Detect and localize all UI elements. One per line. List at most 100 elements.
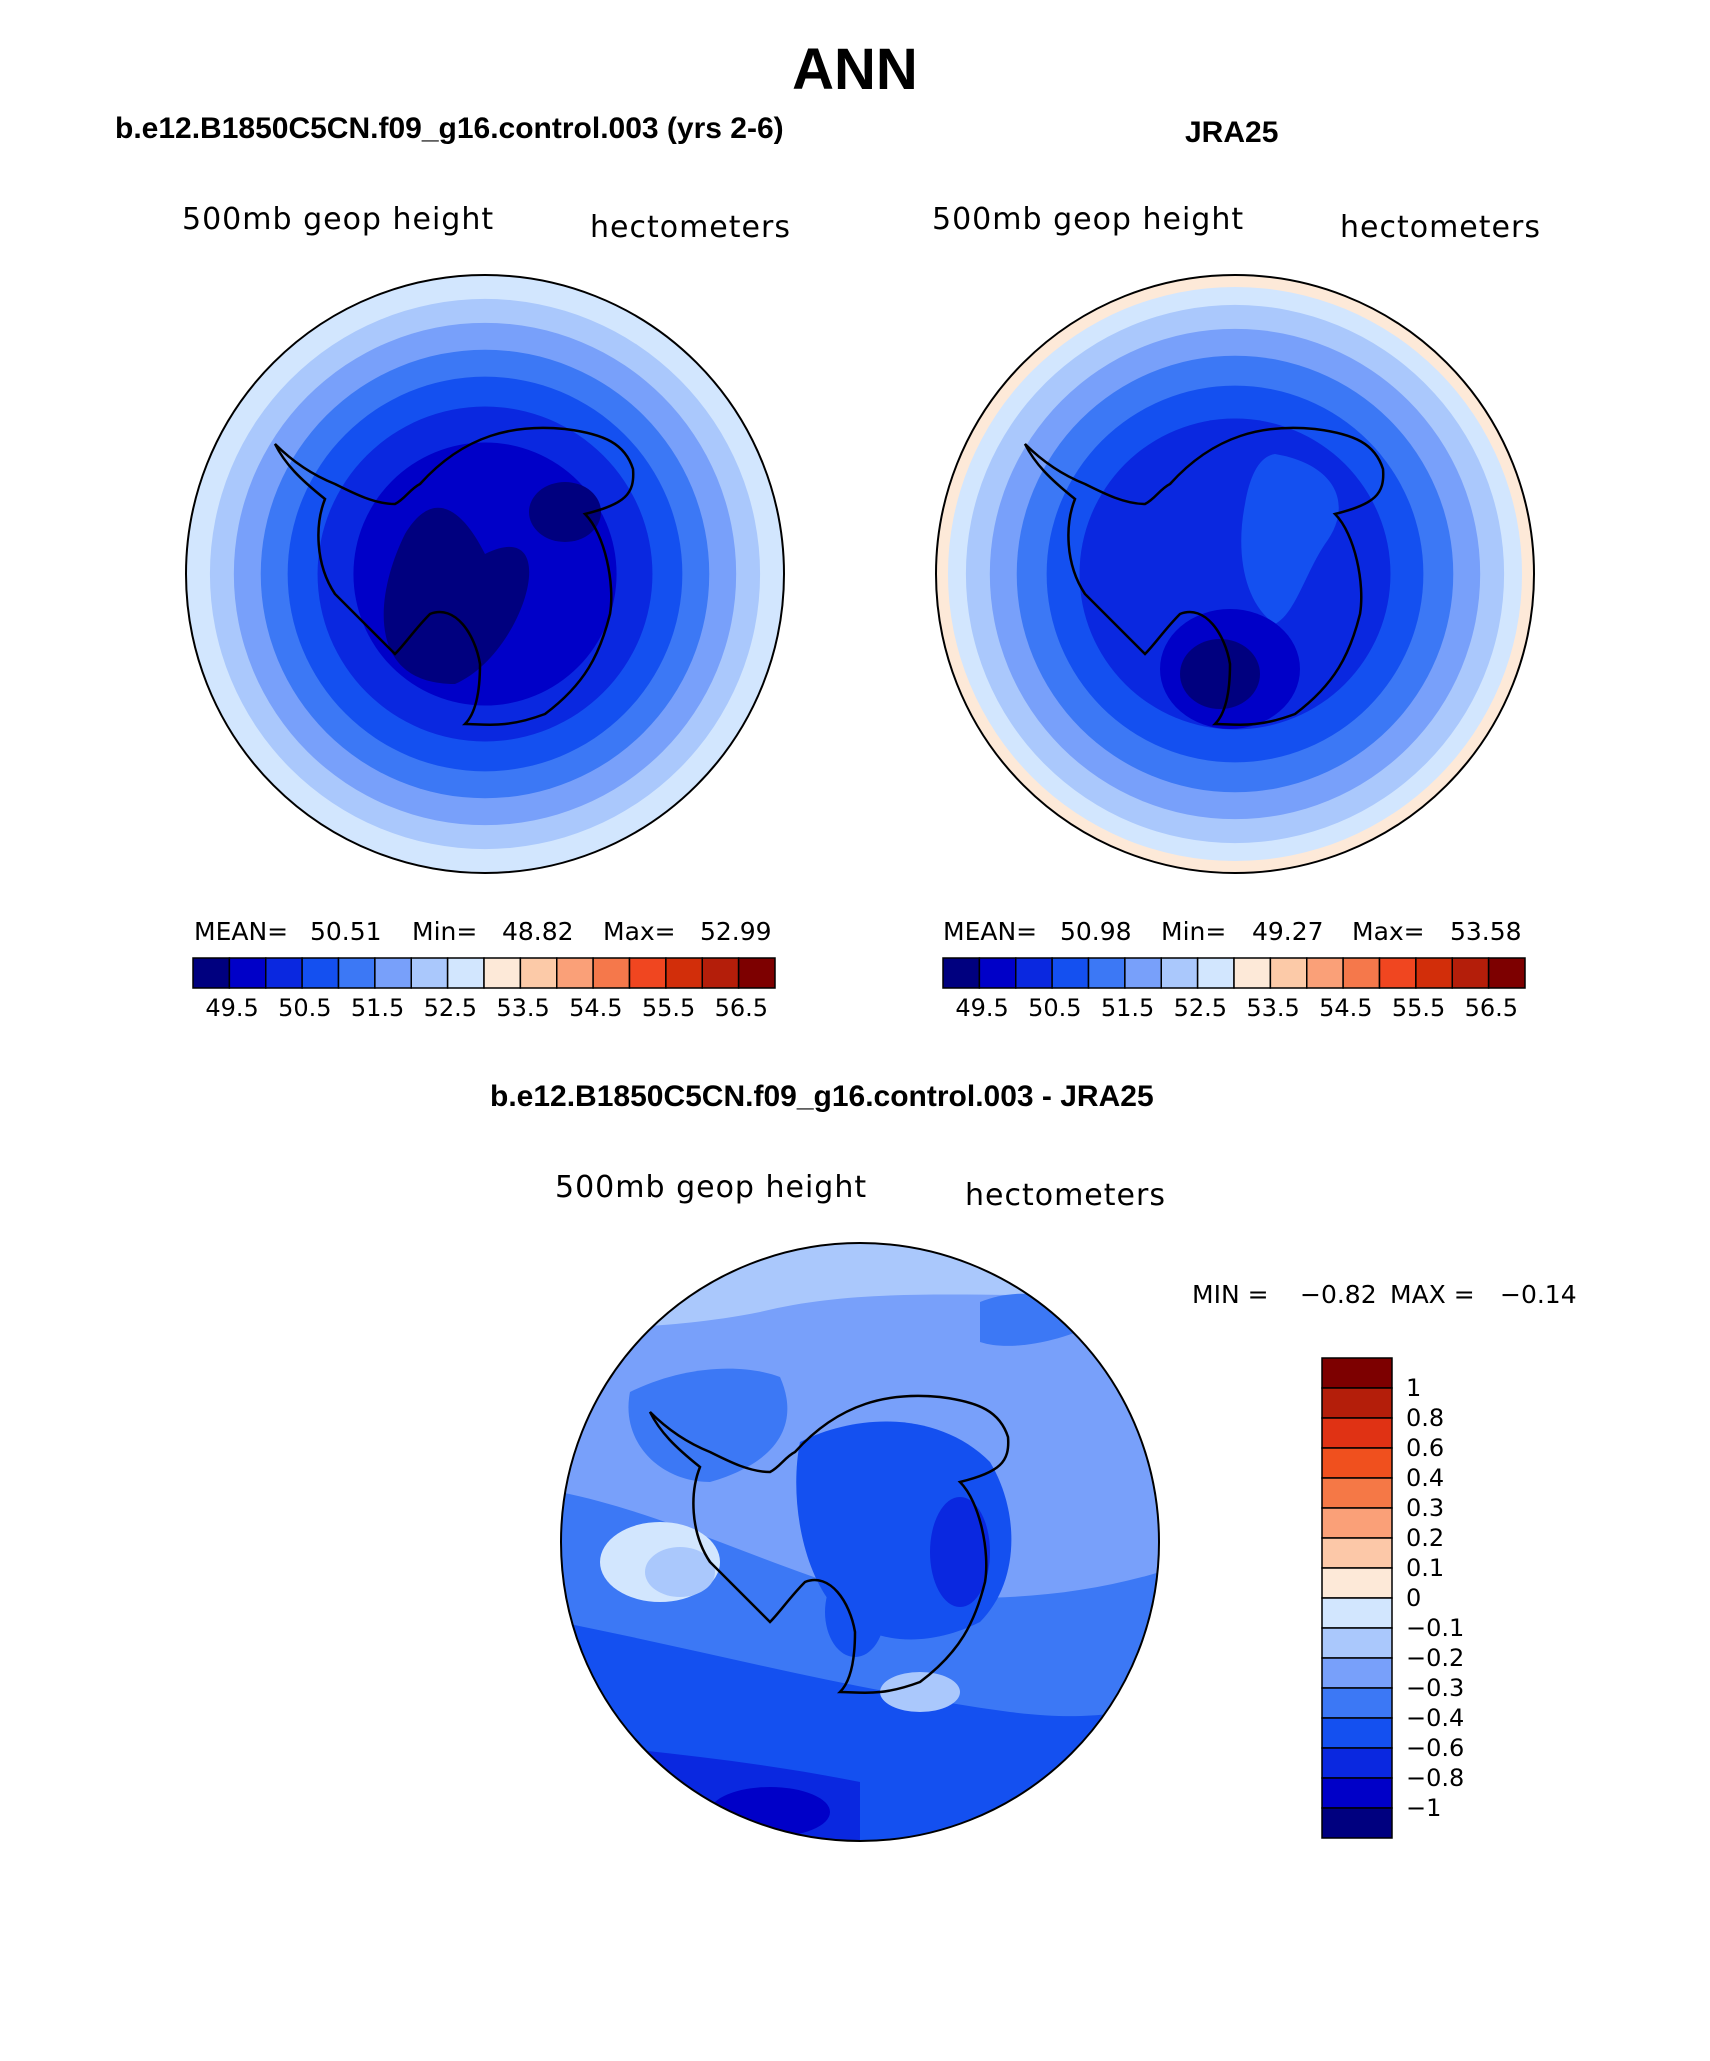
diff-colorbar-box: [1321, 1417, 1393, 1449]
diff-colorbar-tick-label: 0.1: [1406, 1554, 1445, 1582]
diff-colorbar-box: [1321, 1807, 1393, 1839]
diff-colorbar-box: [1321, 1687, 1393, 1719]
left-colorbar-tick-label: 50.5: [278, 994, 332, 1022]
right-colorbar-tick-label: 56.5: [1464, 994, 1519, 1022]
right-colorbar-box: [1487, 957, 1526, 989]
right-colorbar-tick-label: 50.5: [1028, 994, 1082, 1022]
left-case-title: b.e12.B1850C5CN.f09_g16.control.003 (yrs…: [115, 112, 784, 145]
left-colorbar-box: [665, 957, 703, 989]
diff-colorbar-tick-label: 0.3: [1406, 1494, 1445, 1522]
left-colorbar: [192, 957, 776, 989]
diff-colorbar-tick-label: −1: [1406, 1794, 1442, 1822]
diff-colorbar-box: [1321, 1747, 1393, 1779]
left-colorbar-tick-label: 51.5: [350, 994, 405, 1022]
right-colorbar-tick-label: 52.5: [1173, 994, 1228, 1022]
right-colorbar: [942, 957, 1526, 989]
right-antarctica-coastline: [1023, 426, 1385, 727]
diff-polar-map: [560, 1242, 1160, 1842]
right-colorbar-tick-label: 53.5: [1246, 994, 1300, 1022]
diff-max-value: −0.14: [1500, 1280, 1577, 1309]
diff-colorbar-tick-label: −0.3: [1406, 1674, 1465, 1702]
right-map-border: [935, 274, 1535, 874]
diff-colorbar-tick-label: 0.6: [1406, 1434, 1445, 1462]
right-polar-map: [935, 274, 1535, 874]
diff-colorbar-tick-label: 1: [1406, 1374, 1422, 1402]
left-colorbar-tick-label: 53.5: [496, 994, 550, 1022]
left-low-center: [383, 482, 601, 684]
right-max-value: 53.58: [1450, 917, 1522, 946]
diff-colorbar-tick-label: −0.1: [1406, 1614, 1465, 1642]
diff-min-value: −0.82: [1300, 1280, 1377, 1309]
left-colorbar-box: [592, 957, 631, 989]
diff-colorbar-tick-label: −0.2: [1406, 1644, 1465, 1672]
right-colorbar-tick-label: 51.5: [1100, 994, 1155, 1022]
left-units-label: hectometers: [590, 210, 791, 245]
right-colorbar-tick-label: 54.5: [1319, 994, 1373, 1022]
left-max-label: Max=: [603, 917, 676, 946]
left-antarctica-coastline: [273, 426, 635, 727]
right-colorbar-box: [1378, 957, 1417, 989]
left-colorbar-box: [556, 957, 594, 989]
left-mean-label: MEAN=: [194, 917, 289, 946]
diff-colorbar-tick-label: 0.8: [1406, 1404, 1445, 1432]
right-colorbar-box: [1451, 957, 1490, 989]
right-colorbar-box: [1015, 957, 1053, 989]
right-colorbar-box: [1196, 957, 1235, 989]
diff-colorbar-box: [1321, 1387, 1393, 1419]
left-colorbar-box: [410, 957, 449, 989]
right-colorbar-box: [1233, 957, 1272, 989]
left-colorbar-tick-label: 55.5: [641, 994, 696, 1022]
left-colorbar-box: [301, 957, 340, 989]
diff-colorbar-tick-label: 0: [1406, 1584, 1422, 1612]
diff-colorbar-box: [1321, 1447, 1393, 1479]
right-colorbar-box: [1124, 957, 1162, 989]
left-colorbar-box: [737, 957, 776, 989]
diff-colorbar-box: [1321, 1657, 1393, 1689]
left-variable-label: 500mb geop height: [182, 202, 495, 237]
figure-title: ANN: [792, 37, 918, 102]
right-mean-label: MEAN=: [943, 917, 1038, 946]
right-variable-label: 500mb geop height: [932, 202, 1245, 237]
diff-variable-label: 500mb geop height: [555, 1170, 868, 1205]
diff-map-border: [560, 1242, 1160, 1842]
left-map-border: [185, 274, 785, 874]
right-colorbar-box: [1415, 957, 1453, 989]
left-colorbar-tick-label: 54.5: [569, 994, 623, 1022]
left-colorbar-box: [628, 957, 667, 989]
diff-colorbar-tick-label: −0.4: [1406, 1704, 1465, 1732]
left-colorbar-box: [192, 957, 231, 989]
right-min-label: Min=: [1161, 917, 1227, 946]
left-colorbar-box: [228, 957, 267, 989]
diff-colorbar-tick-label: 0.4: [1406, 1464, 1445, 1492]
left-colorbar-box: [374, 957, 412, 989]
left-min-value: 48.82: [502, 917, 574, 946]
diff-colorbar-box: [1321, 1477, 1393, 1509]
diff-units-label: hectometers: [965, 1178, 1166, 1213]
right-min-value: 49.27: [1252, 917, 1324, 946]
left-colorbar-box: [519, 957, 558, 989]
right-colorbar-box: [1051, 957, 1090, 989]
left-max-value: 52.99: [700, 917, 772, 946]
right-colorbar-box: [1087, 957, 1126, 989]
left-polar-map: [185, 274, 785, 874]
left-colorbar-box: [483, 957, 522, 989]
diff-max-label: MAX =: [1390, 1280, 1475, 1309]
left-colorbar-tick-label: 49.5: [205, 994, 259, 1022]
right-colorbar-box: [1342, 957, 1381, 989]
right-units-label: hectometers: [1340, 210, 1541, 245]
left-colorbar-tick-label: 52.5: [423, 994, 478, 1022]
right-colorbar-tick-label: 49.5: [955, 994, 1009, 1022]
diff-colorbar-tick-label: −0.8: [1406, 1764, 1465, 1792]
diff-colorbar-box: [1321, 1357, 1393, 1389]
right-colorbar-box: [942, 957, 981, 989]
left-colorbar-box: [265, 957, 303, 989]
diff-colorbar-box: [1321, 1537, 1393, 1569]
left-colorbar-box: [337, 957, 376, 989]
right-case-title: JRA25: [1185, 116, 1279, 149]
diff-colorbar-box: [1321, 1717, 1393, 1749]
diff-colorbar-box: [1321, 1507, 1393, 1539]
diff-colorbar-box: [1321, 1777, 1393, 1809]
left-colorbar-tick-label: 56.5: [714, 994, 769, 1022]
diff-colorbar-tick-label: −0.6: [1406, 1734, 1465, 1762]
